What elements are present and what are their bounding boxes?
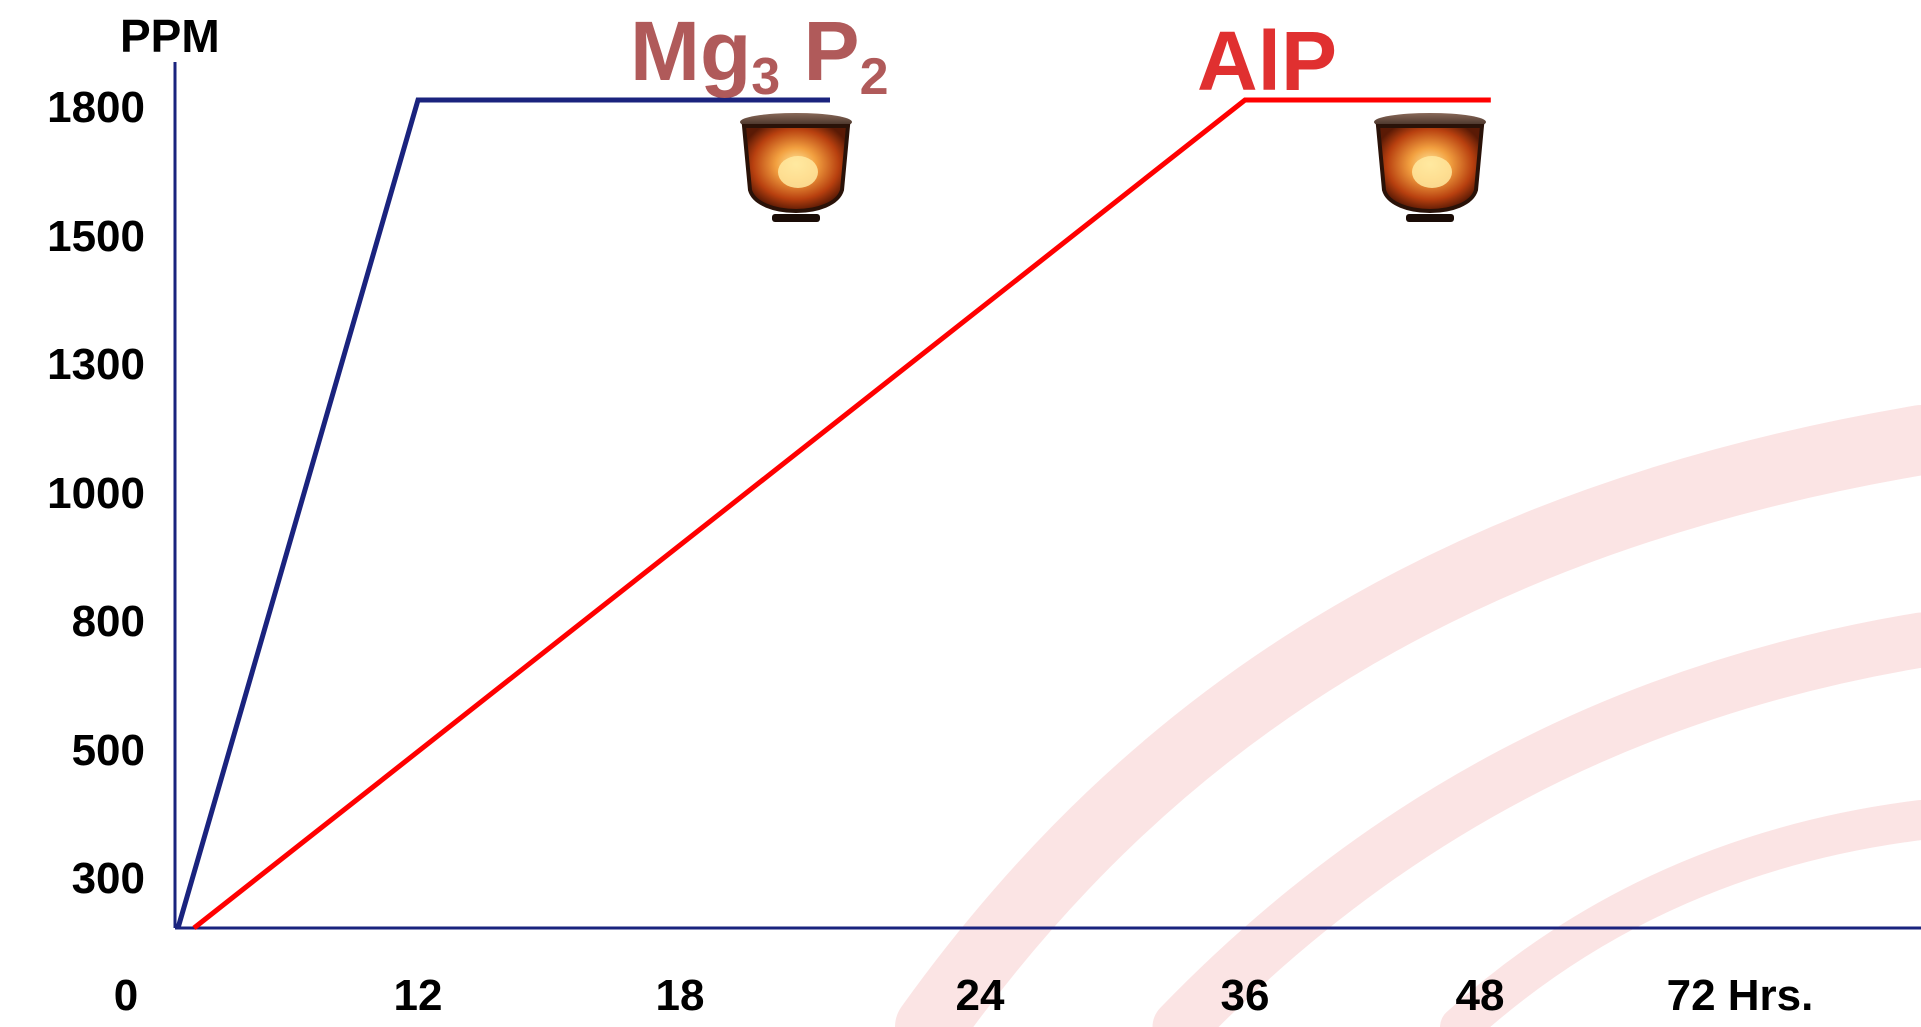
x-tick-label: 18: [656, 971, 705, 1020]
y-tick-label: 500: [72, 726, 145, 775]
lamp-icon: [740, 113, 852, 222]
series-label-alp: AlP: [1197, 14, 1337, 108]
x-tick-label: 0: [114, 971, 138, 1020]
y-tick-label: 1000: [47, 469, 145, 518]
y-tick-label: 1800: [47, 83, 145, 132]
background-swoosh: [895, 405, 1921, 1027]
y-tick-label: 1500: [47, 212, 145, 261]
series-label-mg3p2: Mg3 P2: [630, 4, 889, 106]
y-tick-label: 800: [72, 597, 145, 646]
series-line-alp: [192, 97, 1491, 930]
x-tick-labels: 0 12 18 24 36 48 72 Hrs.: [114, 971, 1814, 1020]
x-tick-label: 12: [394, 971, 443, 1020]
y-tick-label: 300: [72, 854, 145, 903]
y-tick-labels: 300 500 800 1000 1300 1500 1800: [47, 83, 145, 903]
x-tick-label: 36: [1221, 971, 1270, 1020]
x-tick-label: 72 Hrs.: [1667, 971, 1814, 1020]
x-tick-label: 48: [1456, 971, 1505, 1020]
series-line-mg3p2: [175, 97, 830, 929]
series-lines: [175, 97, 1491, 930]
lamp-icon: [1374, 113, 1486, 222]
x-tick-label: 24: [956, 971, 1005, 1020]
y-tick-label: 1300: [47, 340, 145, 389]
y-axis-title: PPM: [120, 10, 220, 62]
